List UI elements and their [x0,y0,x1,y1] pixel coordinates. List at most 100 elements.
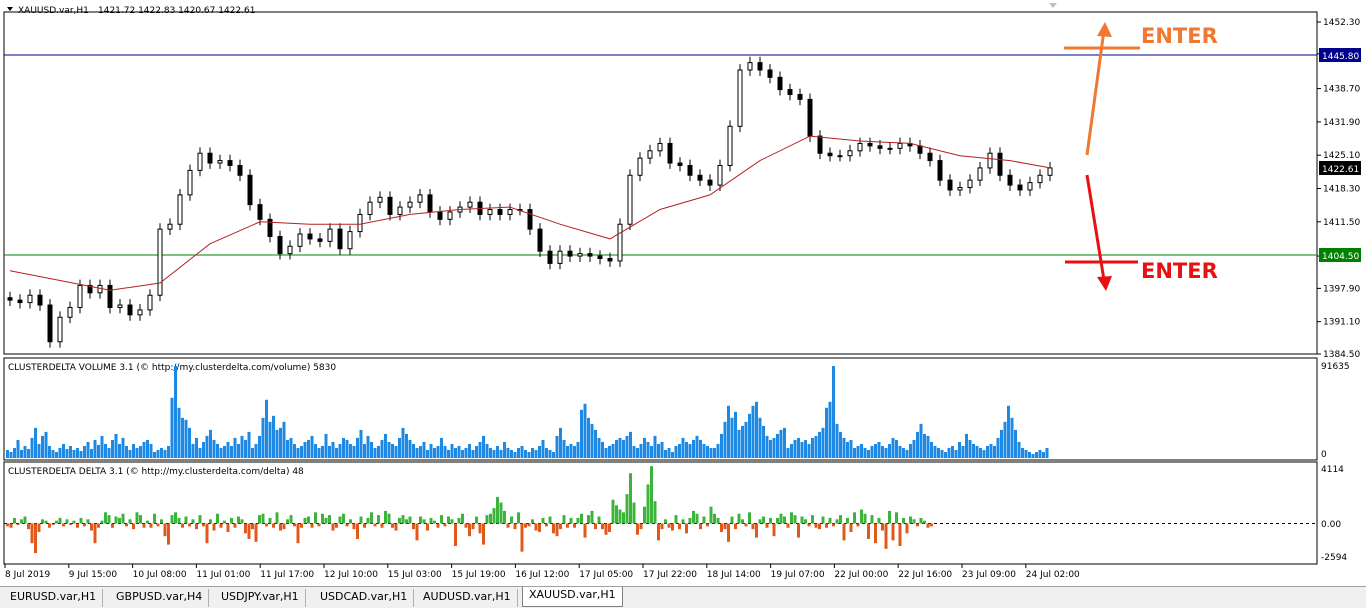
candle-body [727,125,733,166]
delta-bar [828,517,832,524]
chart-area[interactable]: 1452.30 1438.70 1431.90 1425.10 1418.30 1411.… [0,0,1366,586]
volume-bar [475,445,478,458]
delta-bar [356,523,359,539]
chart-tab-bar: EURUSD.var,H1 GBPUSD.var,H4 USDJPY.var,H… [0,586,1366,608]
candle-body [417,194,423,203]
chart-shift-marker-icon[interactable] [1049,3,1057,8]
delta-bar [720,523,723,532]
volume-bar [758,417,762,458]
price-panel[interactable]: 1452.30 1438.70 1431.90 1425.10 1418.30 1411.… [3,3,1361,360]
volume-bar [615,439,618,458]
time-tick-label: 16 Jul 12:00 [515,570,569,580]
time-tick-label: 8 Jul 2019 [5,570,50,580]
volume-bar [191,443,195,458]
delta-bar [240,519,244,524]
volume-bar [660,441,664,458]
delta-bar [475,516,478,524]
time-tick-label: 9 Jul 15:00 [69,570,118,580]
delta-bar [930,523,933,527]
delta-bar [443,523,447,527]
delta-bar [699,523,702,530]
price-tick-label: 1384.50 [1323,350,1360,360]
enter-up-annotation[interactable]: ENTER [1064,22,1218,156]
delta-bar [583,523,587,538]
enter-down-annotation[interactable]: ENTER [1065,174,1218,291]
delta-bar [863,513,867,524]
delta-bar [328,515,331,524]
delta-panel[interactable]: CLUSTERDELTA DELTA 3.1 (© http://my.clus… [3,461,1347,565]
delta-bar [345,523,349,527]
volume-bar [72,449,76,458]
volume-bar [786,447,790,458]
tab-xauusd[interactable]: XAUUSD.var,H1 [522,587,623,607]
delta-bar [261,513,265,524]
tab-audusd[interactable]: AUDUSD.var,H1 [417,589,518,607]
volume-bar [923,433,926,458]
volume-bar [76,447,79,458]
volume-bar [380,439,384,458]
delta-bar [853,512,856,524]
volume-bar [468,443,471,458]
delta-bar [391,523,394,528]
delta-bar [293,523,296,527]
volume-bar [835,423,839,458]
delta-bar [741,519,744,524]
candle-body [507,209,513,215]
volume-bar [65,448,69,458]
delta-bar [107,515,111,524]
delta-bar [436,523,440,528]
tab-usdcad[interactable]: USDCAD.var,H1 [314,589,415,607]
volume-bar [167,445,170,458]
candle-body [757,62,763,71]
delta-bar [545,523,548,527]
delta-bar [9,523,13,528]
candle-body [267,218,273,237]
chart-title-bar: XAUUSD.var,H1 1421.72 1422.83 1420.67 14… [7,6,255,16]
delta-bar [524,523,527,528]
volume-max-label: 91635 [1321,362,1350,372]
delta-bar [13,517,16,524]
delta-bar [104,512,107,524]
volume-bar [695,435,699,458]
delta-bar [111,523,114,528]
volume-panel[interactable]: CLUSTERDELTA VOLUME 3.1 (© http://my.clu… [3,357,1350,461]
tab-eurusd[interactable]: EURUSD.var,H1 [4,589,104,607]
volume-bar [947,447,951,458]
candle-body [467,201,473,208]
candle-body [207,152,213,164]
volume-bar [97,444,100,458]
volume-bar [293,443,296,458]
candle-body [947,179,953,191]
volume-bar [800,441,804,458]
volume-bar [898,445,902,458]
volume-bar [457,445,461,458]
delta-bar [860,509,863,524]
delta-bar [149,523,153,528]
delta-bar [919,517,923,524]
volume-bar [366,435,370,458]
delta-bar [492,508,496,524]
current-price-label: 1422.61 [1319,161,1361,175]
volume-bar [118,443,121,458]
delta-bar [723,523,727,530]
volume-bar [149,443,153,458]
time-tick-label: 17 Jul 05:00 [579,570,633,580]
volume-bar [818,431,821,458]
volume-bar [219,447,223,458]
delta-bar [597,516,601,524]
delta-bar [401,515,405,524]
delta-bar [576,517,580,524]
volume-bar [846,441,849,458]
delta-bar [478,523,482,534]
chart-menu-arrow-icon[interactable] [7,7,13,11]
delta-bar [426,523,429,531]
delta-bar [482,523,485,545]
delta-bar [370,512,373,524]
tab-gbpusd[interactable]: GBPUSD.var,H4 [110,589,210,607]
volume-bar [580,409,583,458]
volume-bar [975,445,979,458]
delta-bar [912,519,916,524]
delta-bar [447,516,450,524]
tab-usdjpy[interactable]: USDJPY.var,H1 [215,589,306,607]
volume-bar [37,443,41,458]
